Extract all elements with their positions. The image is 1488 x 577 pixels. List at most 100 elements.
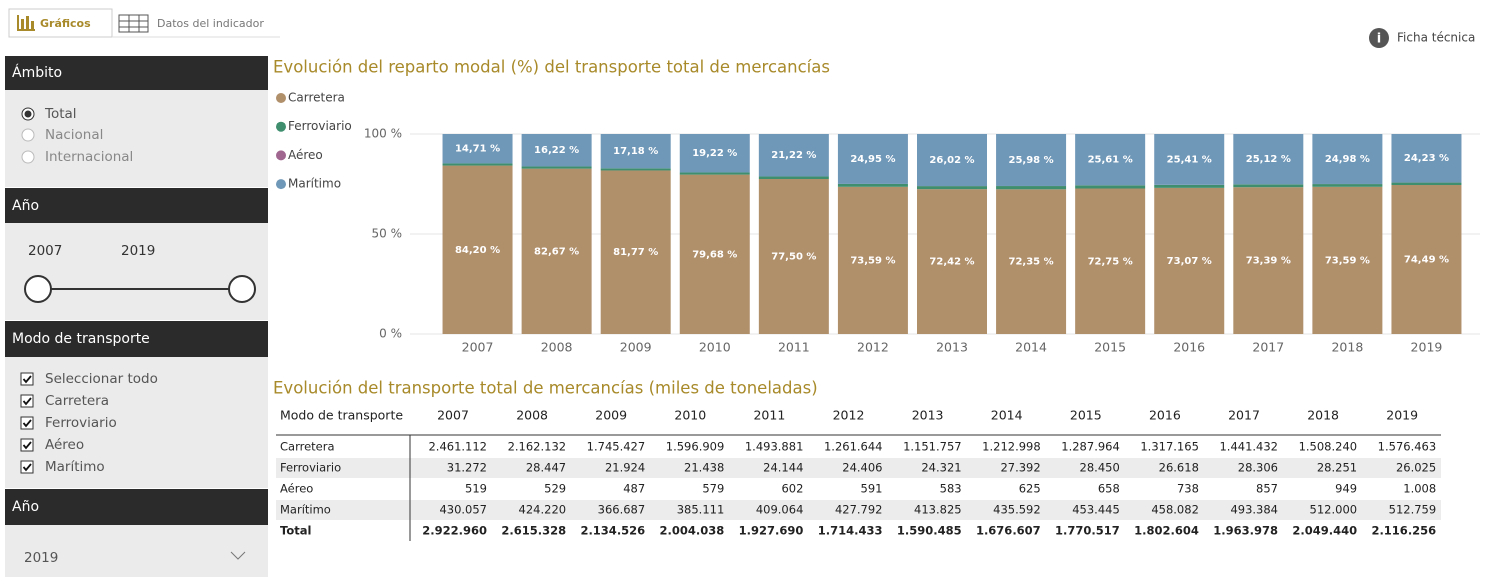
value-label: 73,39 % bbox=[1246, 256, 1291, 267]
table-cell: 2.461.112 bbox=[428, 440, 487, 454]
value-label: 82,67 % bbox=[534, 246, 579, 257]
radio-label[interactable]: Nacional bbox=[45, 127, 103, 143]
slider-handle[interactable] bbox=[228, 275, 256, 303]
radio[interactable] bbox=[21, 128, 35, 142]
range-from: 2007 bbox=[28, 243, 62, 259]
table-header: 2015 bbox=[1070, 408, 1102, 423]
x-tick-label: 2012 bbox=[857, 340, 889, 355]
x-tick-label: 2008 bbox=[541, 340, 573, 355]
tab-label[interactable]: Datos del indicador bbox=[157, 17, 264, 30]
x-tick-label: 2018 bbox=[1331, 340, 1363, 355]
table-cell: 31.272 bbox=[447, 461, 487, 475]
bar-segment bbox=[1154, 184, 1225, 188]
table-cell: 28.251 bbox=[1317, 461, 1357, 475]
value-label: 25,98 % bbox=[1009, 155, 1054, 166]
info-icon[interactable] bbox=[1369, 28, 1389, 48]
table-cell: 458.082 bbox=[1151, 503, 1199, 517]
table-cell: 427.792 bbox=[835, 503, 883, 517]
radio[interactable] bbox=[21, 150, 35, 164]
filter-header bbox=[5, 321, 268, 357]
info-glyph: i bbox=[1377, 32, 1381, 47]
checkbox[interactable] bbox=[20, 438, 34, 452]
table-cell: 21.924 bbox=[605, 461, 645, 475]
table-cell: 366.687 bbox=[598, 503, 646, 517]
table-cell: 21.438 bbox=[684, 461, 724, 475]
table-cell: 519 bbox=[465, 482, 487, 496]
table-header: Modo de transporte bbox=[280, 408, 403, 423]
checkbox-label[interactable]: Carretera bbox=[45, 393, 109, 409]
table-header: 2019 bbox=[1386, 408, 1418, 423]
table-header: 2017 bbox=[1228, 408, 1260, 423]
table-cell: 28.306 bbox=[1238, 461, 1278, 475]
table-cell: 1.493.881 bbox=[745, 440, 804, 454]
filter-panel bbox=[5, 90, 268, 187]
legend-label: Carretera bbox=[288, 91, 345, 105]
table-cell: 949 bbox=[1335, 482, 1357, 496]
checkbox[interactable] bbox=[20, 394, 34, 408]
table-cell: 625 bbox=[1019, 482, 1041, 496]
legend-label: Marítimo bbox=[288, 177, 341, 191]
table-cell: 1.963.978 bbox=[1213, 524, 1278, 538]
table-cell: 529 bbox=[544, 482, 566, 496]
value-label: 24,95 % bbox=[850, 154, 895, 165]
table-cell: 1.151.757 bbox=[903, 440, 962, 454]
checkbox[interactable] bbox=[20, 416, 34, 430]
legend-label: Aéreo bbox=[288, 148, 323, 162]
table-cell: Total bbox=[280, 524, 311, 538]
table-cell: 1.676.607 bbox=[976, 524, 1041, 538]
filter-title: Año bbox=[12, 198, 39, 214]
table-cell: 579 bbox=[702, 482, 724, 496]
slider-handle[interactable] bbox=[24, 275, 52, 303]
checkbox[interactable] bbox=[20, 372, 34, 386]
checkbox-tick bbox=[22, 463, 32, 472]
table-cell: 1.927.690 bbox=[739, 524, 804, 538]
checkbox-label[interactable]: Marítimo bbox=[45, 459, 105, 475]
value-label: 72,42 % bbox=[929, 257, 974, 268]
dropdown-value[interactable]: 2019 bbox=[24, 550, 58, 566]
table-header: 2011 bbox=[753, 408, 785, 423]
checkbox-label[interactable]: Seleccionar todo bbox=[45, 371, 158, 387]
table-cell: 409.064 bbox=[756, 503, 804, 517]
bar-segment bbox=[996, 189, 1067, 334]
info-link[interactable]: Ficha técnica bbox=[1397, 31, 1475, 45]
table-cell: 857 bbox=[1256, 482, 1278, 496]
table-cell: 430.057 bbox=[439, 503, 487, 517]
bar-segment bbox=[600, 170, 671, 334]
table-cell: 26.025 bbox=[1396, 461, 1436, 475]
bar-segment bbox=[1391, 185, 1462, 334]
bar-segment bbox=[1233, 187, 1304, 334]
table-cell: Aéreo bbox=[280, 482, 313, 496]
bar-segment bbox=[758, 134, 829, 177]
bar-segment bbox=[1075, 188, 1146, 334]
checkbox-label[interactable]: Aéreo bbox=[45, 437, 84, 453]
table-cell: Ferroviario bbox=[280, 461, 341, 475]
bar-segment bbox=[837, 183, 908, 187]
table-header: 2012 bbox=[833, 408, 865, 423]
y-tick-label: 0 % bbox=[379, 327, 402, 341]
range-to: 2019 bbox=[121, 243, 155, 259]
radio-label[interactable]: Internacional bbox=[45, 149, 133, 165]
legend-swatch bbox=[276, 179, 286, 190]
table-header: 2008 bbox=[516, 408, 548, 423]
table-header: 2007 bbox=[437, 408, 469, 423]
table-icon bbox=[118, 14, 149, 33]
value-label: 25,41 % bbox=[1167, 154, 1212, 165]
checkbox-tick bbox=[22, 441, 32, 450]
filter-title: Año bbox=[12, 499, 39, 515]
filter-panel bbox=[5, 525, 268, 577]
bar-segment bbox=[1154, 134, 1225, 185]
table-cell: 2.134.526 bbox=[580, 524, 645, 538]
table-cell: 658 bbox=[1098, 482, 1120, 496]
radio-label[interactable]: Total bbox=[44, 106, 77, 122]
value-label: 19,22 % bbox=[692, 148, 737, 159]
dropdown-arrow[interactable] bbox=[230, 551, 246, 560]
value-label: 73,07 % bbox=[1167, 256, 1212, 267]
x-tick-label: 2010 bbox=[699, 340, 731, 355]
checkbox[interactable] bbox=[20, 460, 34, 474]
table-cell: 453.445 bbox=[1072, 503, 1120, 517]
table-cell: 1.287.964 bbox=[1061, 440, 1120, 454]
table-cell: 28.450 bbox=[1080, 461, 1120, 475]
checkbox-label[interactable]: Ferroviario bbox=[45, 415, 117, 431]
value-label: 72,35 % bbox=[1009, 257, 1054, 268]
tab-label[interactable]: Gráficos bbox=[40, 17, 91, 30]
